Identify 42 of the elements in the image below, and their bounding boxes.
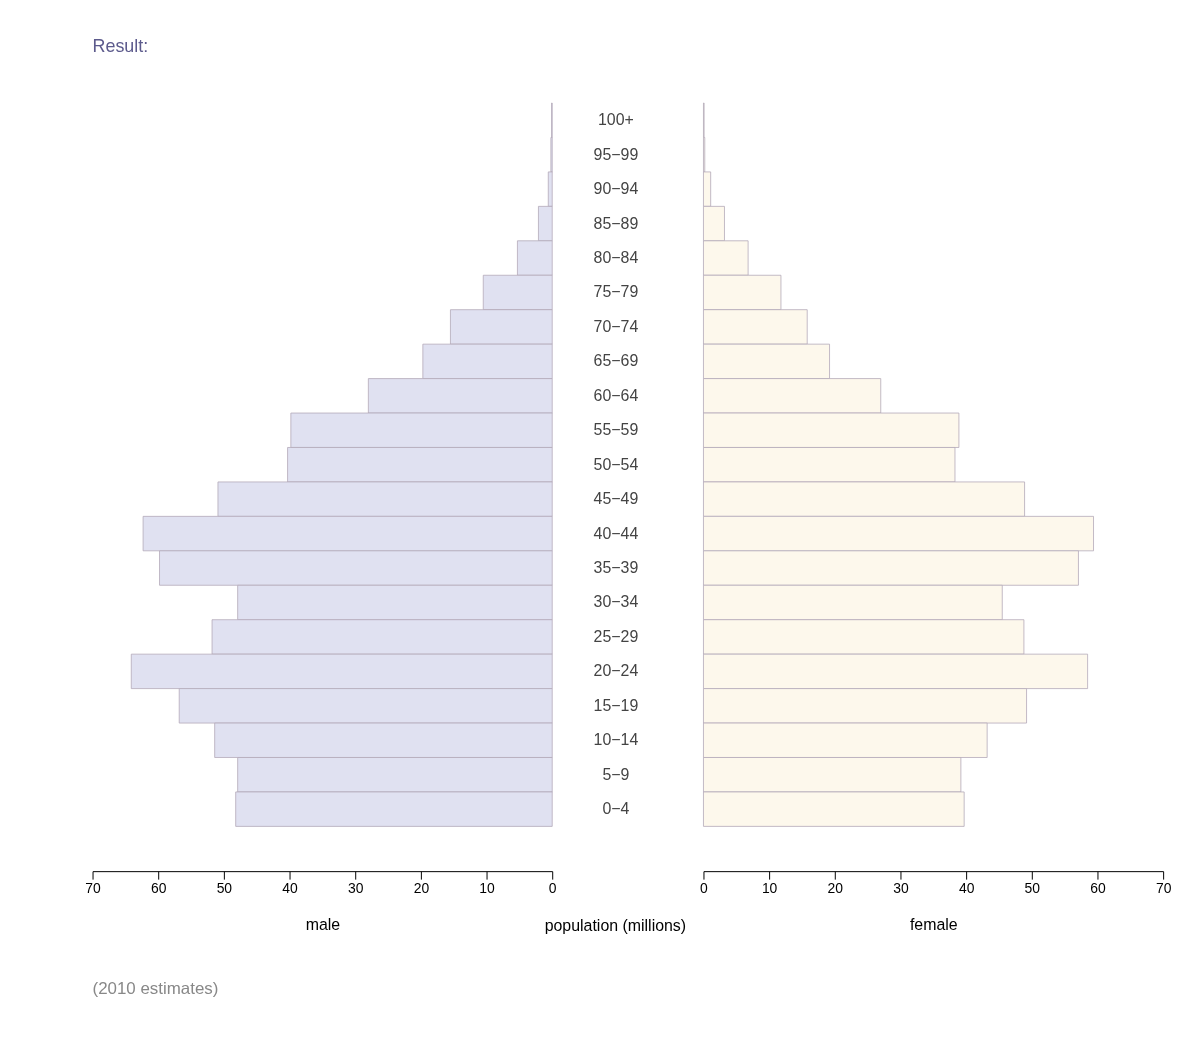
y-tick-label: 15−19 [593,696,639,714]
y-tick-label: 80−84 [593,249,639,267]
y-tick-label: 100+ [597,111,634,129]
y-tick-label: 20−24 [593,662,639,680]
y-tick-label: 45−49 [593,490,639,508]
x-tick-label: 40 [282,879,299,896]
y-tick-label: 30−34 [593,593,639,611]
y-tick-label: 60−64 [593,386,639,404]
x-tick-label: 0 [700,879,709,896]
text: Result: [92,36,149,57]
y-tick-label: 10−14 [593,731,639,749]
y-tick-label: 65−69 [593,352,639,370]
x-tick-label: 70 [1155,879,1172,896]
y-tick-label: 70−74 [593,317,639,335]
x-tick-label: 10 [479,879,496,896]
x-tick-label: 20 [413,879,430,896]
x-tick-label: 0 [548,879,557,896]
y-tick-label: 75−79 [593,283,639,301]
y-tick-label: 95−99 [593,145,639,163]
x-tick-label: 10 [761,879,778,896]
x-tick-label: 20 [827,879,844,896]
x-tick-label: 40 [958,879,975,896]
y-tick-label: 0−4 [602,800,630,818]
text: population (millions) [544,916,687,934]
y-tick-label: 90−94 [593,180,639,198]
y-tick-label: 55−59 [593,421,639,439]
x-tick-label: 30 [347,879,364,896]
x-tick-label: 60 [1090,879,1106,896]
y-tick-label: 35−39 [593,559,639,577]
x-tick-label: 70 [85,879,102,896]
y-tick-label: 5−9 [602,765,630,783]
x-tick-label: 50 [1024,879,1041,896]
x-tick-label: 60 [150,879,167,896]
y-tick-label: 50−54 [593,455,639,473]
y-tick-label: 25−29 [593,627,639,645]
x-axis-title: female [909,916,958,934]
y-tick-label: 40−44 [593,524,639,542]
y-tick-label: 85−89 [593,214,639,232]
x-axis-title: male [305,916,341,934]
text: (2010 estimates) [92,978,219,998]
x-tick-label: 30 [893,879,909,896]
x-tick-label: 50 [216,879,233,896]
